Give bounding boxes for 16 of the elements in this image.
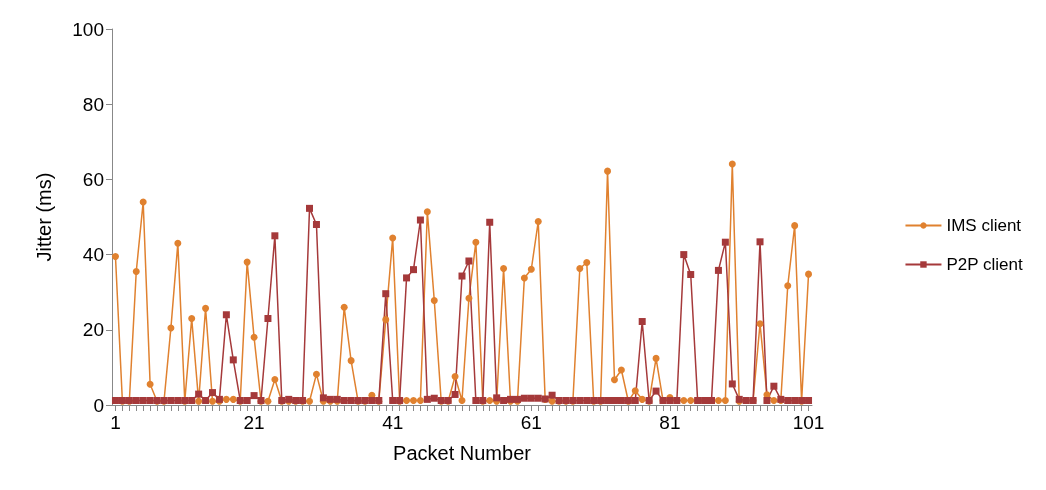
x-tick-label: 81 <box>659 412 681 433</box>
x-tick-label: 21 <box>243 412 265 433</box>
x-tick-label: 61 <box>520 412 542 433</box>
legend-label: P2P client <box>946 255 1023 274</box>
x-tick-label: 1 <box>110 412 121 433</box>
y-axis-title: Jitter (ms) <box>33 172 55 262</box>
y-tick-label: 20 <box>82 319 104 341</box>
y-tick-label: 40 <box>82 244 104 266</box>
y-tick-label: 80 <box>82 93 104 115</box>
legend-label: IMS client <box>946 216 1022 235</box>
y-tick-label: 60 <box>82 168 104 190</box>
y-tick-label: 100 <box>72 18 104 40</box>
y-tick-label: 0 <box>93 394 104 416</box>
x-axis-title: Packet Number <box>393 442 532 464</box>
x-tick-label: 101 <box>792 412 825 433</box>
x-tick-label: 41 <box>382 412 404 433</box>
